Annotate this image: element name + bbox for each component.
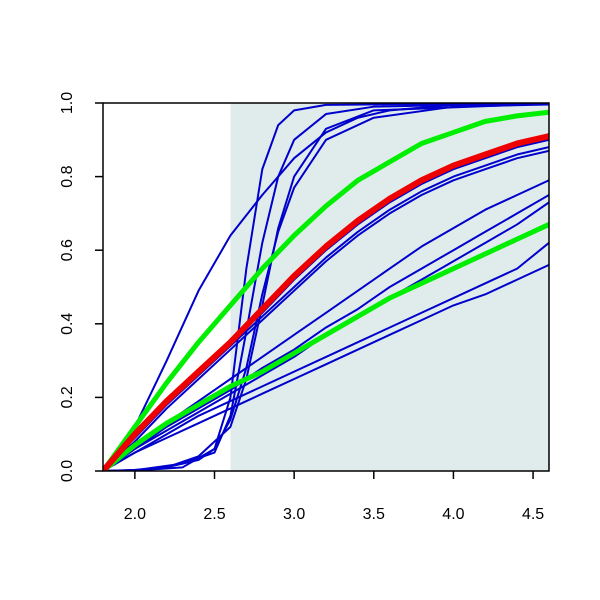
x-tick-label-3: 3.0 <box>283 506 305 523</box>
x-tick-label-4: 3.5 <box>363 506 385 523</box>
y-tick-label-3: 0.4 <box>59 313 76 335</box>
series-layer <box>103 103 549 471</box>
x-tick-label-6: 4.5 <box>522 506 544 523</box>
x-tick-label-5: 4.0 <box>442 506 464 523</box>
axes: 2.0 2.5 3.0 3.5 4.0 4.5 0.0 0.2 0.4 0.6 0.8 1.0 <box>59 92 550 523</box>
series-line-13 <box>103 263 549 471</box>
plot-frame <box>102 102 550 472</box>
series-line-12 <box>103 241 549 471</box>
series-line-8 <box>103 149 549 471</box>
series-line-10 <box>103 194 549 471</box>
y-tick-label-6: 1.0 <box>59 92 76 114</box>
series-line-15 <box>103 221 549 471</box>
x-tick-label-1: 2.0 <box>124 506 146 523</box>
y-tick-label-4: 0.6 <box>59 239 76 261</box>
series-line-5 <box>103 103 549 471</box>
series-line-16 <box>103 133 549 471</box>
y-tick-label-5: 0.8 <box>59 165 76 187</box>
series-line-14 <box>103 109 549 471</box>
y-tick-label-1: 0.0 <box>59 460 76 482</box>
x-tick-label-2: 2.5 <box>203 506 225 523</box>
series-line-2 <box>103 103 549 471</box>
y-tick-label-2: 0.2 <box>59 386 76 408</box>
